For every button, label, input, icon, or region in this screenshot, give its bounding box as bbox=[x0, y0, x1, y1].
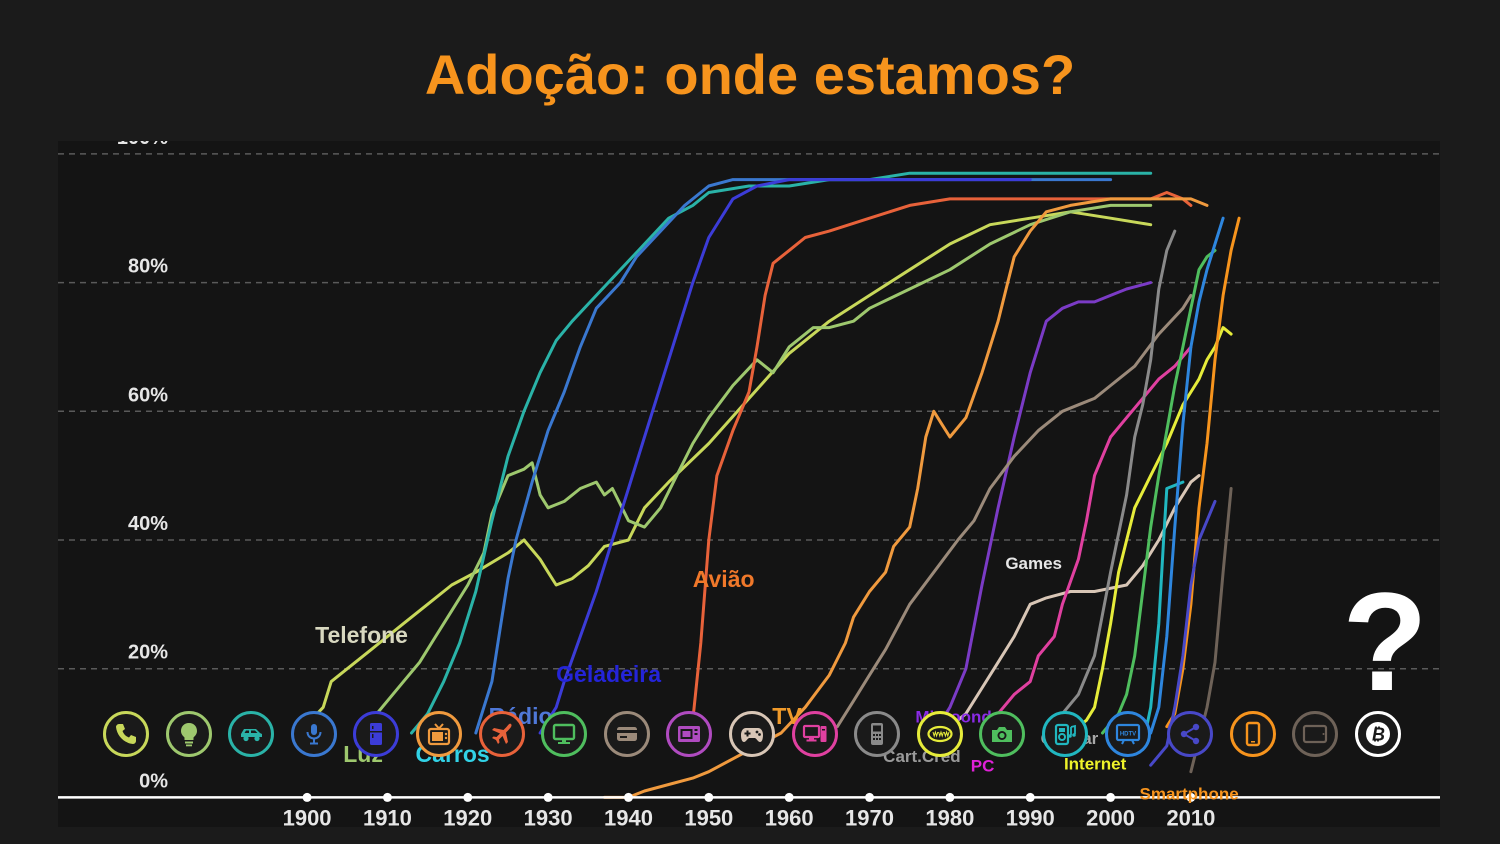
series-label-smartphone: Smartphone bbox=[1139, 784, 1238, 803]
series-label-pc: PC bbox=[971, 757, 995, 776]
series-line-celular bbox=[1060, 229, 1177, 716]
series-line-luz bbox=[353, 203, 1153, 735]
series-label-aviao: Avião bbox=[693, 566, 755, 592]
x-tick-dot bbox=[1025, 792, 1035, 802]
series-label-telefone: Telefone bbox=[315, 622, 408, 648]
x-tick-label: 1940 bbox=[604, 805, 653, 827]
page-title: Adoção: onde estamos? bbox=[424, 43, 1076, 106]
adoption-chart: 0%20%40%60%80%100% 190019101920193019401… bbox=[58, 141, 1440, 827]
y-tick-label: 80% bbox=[128, 256, 168, 278]
x-tick-label: 1980 bbox=[925, 805, 974, 827]
technology-icon-row: HDTV B bbox=[103, 711, 1413, 763]
y-tick-label: 20% bbox=[128, 642, 168, 664]
telefone-icon bbox=[103, 711, 149, 757]
series-line-games bbox=[948, 474, 1201, 729]
x-tick-dot bbox=[945, 792, 955, 802]
x-tick-label: 1990 bbox=[1006, 805, 1055, 827]
y-tick-label: 40% bbox=[128, 513, 168, 535]
series-line-geladeira bbox=[538, 178, 1032, 735]
series-line-aviao bbox=[683, 191, 1193, 735]
series-line-cart-cred bbox=[835, 293, 1193, 729]
camera-icon bbox=[979, 711, 1026, 757]
x-tick-dot bbox=[623, 792, 633, 802]
x-tick-dot bbox=[543, 792, 553, 802]
series-line-unlabeled bbox=[1101, 248, 1217, 735]
radio-icon bbox=[290, 711, 337, 757]
mp3-player-icon bbox=[1042, 711, 1088, 757]
monitor-icon bbox=[541, 711, 588, 757]
tv-icon bbox=[416, 711, 462, 757]
y-tick-label: 100% bbox=[117, 141, 168, 149]
x-tick-dot bbox=[704, 792, 714, 802]
x-tick-label: 1960 bbox=[765, 805, 814, 827]
x-tick-dot bbox=[302, 792, 312, 802]
series-label-internet: Internet bbox=[1064, 755, 1127, 774]
credit-card-icon bbox=[603, 711, 650, 757]
series-line-carros bbox=[410, 171, 1153, 735]
x-tick-label: 1950 bbox=[684, 805, 733, 827]
x-tick-label: 1900 bbox=[283, 805, 332, 827]
microondas-icon bbox=[666, 711, 713, 757]
x-tick-label: 2000 bbox=[1086, 805, 1135, 827]
smartphone-icon bbox=[1229, 711, 1276, 757]
celular-icon bbox=[854, 711, 901, 757]
series-label-geladeira: Geladeira bbox=[556, 661, 661, 687]
series-line-tv bbox=[602, 197, 1209, 799]
x-tick-dot bbox=[1186, 792, 1196, 802]
aviao-icon bbox=[478, 711, 525, 757]
x-tick-labels: 1900 1910 1920 1930 1940 1950 1960 1970 1980 1990… bbox=[283, 805, 1216, 827]
pc-icon bbox=[791, 711, 838, 757]
y-tick-label: 60% bbox=[128, 384, 168, 406]
hdtv-icon: HDTV bbox=[1104, 711, 1151, 757]
svg-text:HDTV: HDTV bbox=[1119, 732, 1135, 738]
x-tick-label: 1920 bbox=[443, 805, 492, 827]
series-line-telefone bbox=[297, 210, 1153, 735]
bitcoin-icon: B bbox=[1355, 711, 1401, 757]
series-line-pc bbox=[980, 345, 1193, 729]
question-mark: ? bbox=[1342, 563, 1428, 720]
x-tick-label: 1910 bbox=[363, 805, 412, 827]
y-tick-labels: 0% 20% 40% 60% 80% 100% bbox=[117, 141, 168, 792]
x-tick-label: 1970 bbox=[845, 805, 894, 827]
series-line-unlabeled bbox=[1149, 216, 1225, 735]
y-tick-label: 0% bbox=[139, 770, 168, 792]
x-tick-dot bbox=[463, 792, 473, 802]
series-line-internet bbox=[1068, 326, 1233, 735]
tablet-icon bbox=[1292, 711, 1339, 757]
series-label-games: Games bbox=[1005, 554, 1062, 573]
share-icon bbox=[1167, 711, 1214, 757]
internet-www-icon bbox=[916, 711, 963, 757]
geladeira-icon bbox=[353, 711, 400, 757]
x-tick-dot bbox=[1106, 792, 1116, 802]
carros-icon bbox=[228, 711, 275, 757]
series-lines bbox=[297, 171, 1241, 799]
x-tick-dot bbox=[865, 792, 875, 802]
gamepad-icon bbox=[729, 711, 775, 757]
x-tick-dot bbox=[382, 792, 392, 802]
luz-icon bbox=[165, 711, 212, 757]
x-tick-dot bbox=[784, 792, 794, 802]
series-line-microondas bbox=[932, 281, 1153, 735]
series-line-unlabeled bbox=[1141, 480, 1185, 748]
x-tick-label: 2010 bbox=[1166, 805, 1215, 827]
x-axis bbox=[58, 792, 1440, 802]
x-tick-label: 1930 bbox=[524, 805, 573, 827]
